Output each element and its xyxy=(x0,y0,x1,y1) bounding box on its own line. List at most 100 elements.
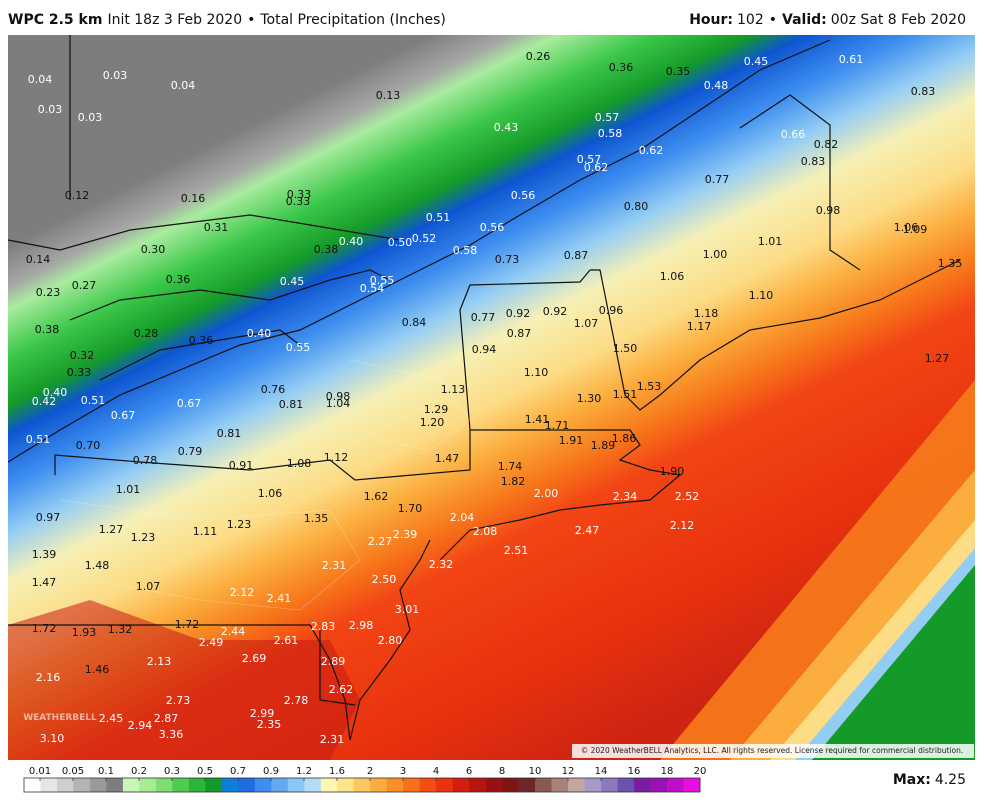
precip-label: 0.42 xyxy=(32,395,57,408)
precip-label: 1.51 xyxy=(613,388,638,401)
color-swatch xyxy=(205,778,223,792)
precip-label: 0.33 xyxy=(286,195,311,208)
precip-label: 2.99 xyxy=(250,707,275,720)
precip-label: 2.31 xyxy=(322,559,347,572)
precip-label: 0.12 xyxy=(65,189,90,202)
precip-label: 1.09 xyxy=(903,223,928,236)
precip-label: 2.31 xyxy=(320,733,345,746)
color-swatch xyxy=(452,778,470,792)
color-swatch xyxy=(518,778,536,792)
color-bar-label: 6 xyxy=(466,766,472,777)
header-right: Hour: 102 • Valid: 00z Sat 8 Feb 2020 xyxy=(689,12,966,28)
precip-label: 2.49 xyxy=(199,636,224,649)
precip-label: 1.72 xyxy=(175,618,200,631)
model: WPC 2.5 km xyxy=(8,12,102,28)
precip-label: 1.82 xyxy=(501,475,526,488)
precip-label: 0.26 xyxy=(526,50,551,63)
precip-label: 0.81 xyxy=(279,398,304,411)
precip-label: 0.14 xyxy=(26,253,51,266)
precip-label: 1.08 xyxy=(287,457,312,470)
precip-label: 0.80 xyxy=(624,200,649,213)
precip-label: 1.70 xyxy=(398,502,423,515)
color-swatch xyxy=(683,778,701,792)
precip-label: 1.01 xyxy=(758,235,783,248)
precip-label: 2.69 xyxy=(242,652,267,665)
precip-label: 0.56 xyxy=(480,221,505,234)
precip-label: 1.07 xyxy=(574,317,599,330)
precip-band xyxy=(812,565,975,760)
valid-label: Valid: xyxy=(782,12,827,28)
precip-label: 1.50 xyxy=(613,342,638,355)
lake-shore xyxy=(99,329,301,381)
max-value: 4.25 xyxy=(935,772,966,788)
precip-label: 0.27 xyxy=(72,279,97,292)
precip-label: 2.52 xyxy=(675,490,700,503)
precip-label: 0.91 xyxy=(229,459,254,472)
precip-label: 2.12 xyxy=(670,519,695,532)
color-bar-label: 0.1 xyxy=(98,766,114,777)
precip-label: 0.33 xyxy=(287,188,312,201)
precip-label: 0.87 xyxy=(564,249,589,262)
color-bar-label: 8 xyxy=(499,766,505,777)
precip-label: 0.79 xyxy=(178,445,203,458)
precip-label: 0.57 xyxy=(577,153,602,166)
precip-label: 0.32 xyxy=(70,349,95,362)
precip-label: 2.98 xyxy=(349,619,374,632)
precip-label: 1.23 xyxy=(131,531,156,544)
color-bar-label: 3 xyxy=(400,766,406,777)
precip-label: 1.91 xyxy=(559,434,584,447)
precip-label: 0.03 xyxy=(78,111,103,124)
precip-label: 1.01 xyxy=(116,483,141,496)
precip-label: 0.58 xyxy=(598,127,623,140)
color-bar-label: 12 xyxy=(562,766,575,777)
color-swatch xyxy=(188,778,206,792)
map-labels: 0.04 0.03 0.04 0.03 0.03 0.13 0.26 0.36 0.35 0.45… xyxy=(26,50,963,746)
precip-label: 1.93 xyxy=(72,626,97,639)
separator: • xyxy=(769,12,777,28)
color-swatch xyxy=(320,778,338,792)
color-swatch xyxy=(419,778,437,792)
precip-label: 2.32 xyxy=(429,558,454,571)
precip-label: 1.74 xyxy=(498,460,523,473)
precip-label: 0.51 xyxy=(81,394,106,407)
precip-label: 2.78 xyxy=(284,694,309,707)
precip-label: 0.92 xyxy=(543,305,568,318)
precip-label: 1.29 xyxy=(424,403,449,416)
product: Total Precipitation (Inches) xyxy=(259,12,446,28)
precip-label: 0.62 xyxy=(639,144,664,157)
precip-label: 1.23 xyxy=(227,518,252,531)
color-swatch xyxy=(24,778,41,792)
color-swatch xyxy=(89,778,107,792)
state-border xyxy=(739,94,861,271)
precip-label: 0.40 xyxy=(247,327,272,340)
color-bar-label: 0.9 xyxy=(263,766,279,777)
precip-label: 0.56 xyxy=(511,189,536,202)
precip-label: 0.61 xyxy=(839,53,864,66)
precip-label: 0.67 xyxy=(111,409,136,422)
color-swatch xyxy=(73,778,91,792)
precip-label: 0.23 xyxy=(36,286,61,299)
color-bar-label: 0.3 xyxy=(164,766,180,777)
color-swatch xyxy=(139,778,157,792)
state-border xyxy=(8,624,351,741)
state-border xyxy=(319,630,356,706)
precip-label: 2.08 xyxy=(473,525,498,538)
precip-label: 2.27 xyxy=(368,535,393,548)
precip-label: 1.18 xyxy=(694,307,719,320)
precip-label: 1.32 xyxy=(108,623,133,636)
color-swatch xyxy=(650,778,668,792)
color-bar-label: 4 xyxy=(433,766,439,777)
precip-label: 1.90 xyxy=(660,465,685,478)
precip-label: 0.62 xyxy=(584,161,609,174)
precip-label: 0.51 xyxy=(426,211,451,224)
watermark: WEATHERBELL xyxy=(23,713,97,723)
color-swatch xyxy=(337,778,355,792)
precip-label: 1.72 xyxy=(32,622,57,635)
color-bar-label: 2 xyxy=(367,766,373,777)
color-swatch xyxy=(271,778,289,792)
color-swatch xyxy=(254,778,272,792)
precip-label: 1.41 xyxy=(525,413,550,426)
precip-label: 1.06 xyxy=(258,487,283,500)
color-swatch xyxy=(535,778,552,792)
precip-label: 0.35 xyxy=(666,65,691,78)
